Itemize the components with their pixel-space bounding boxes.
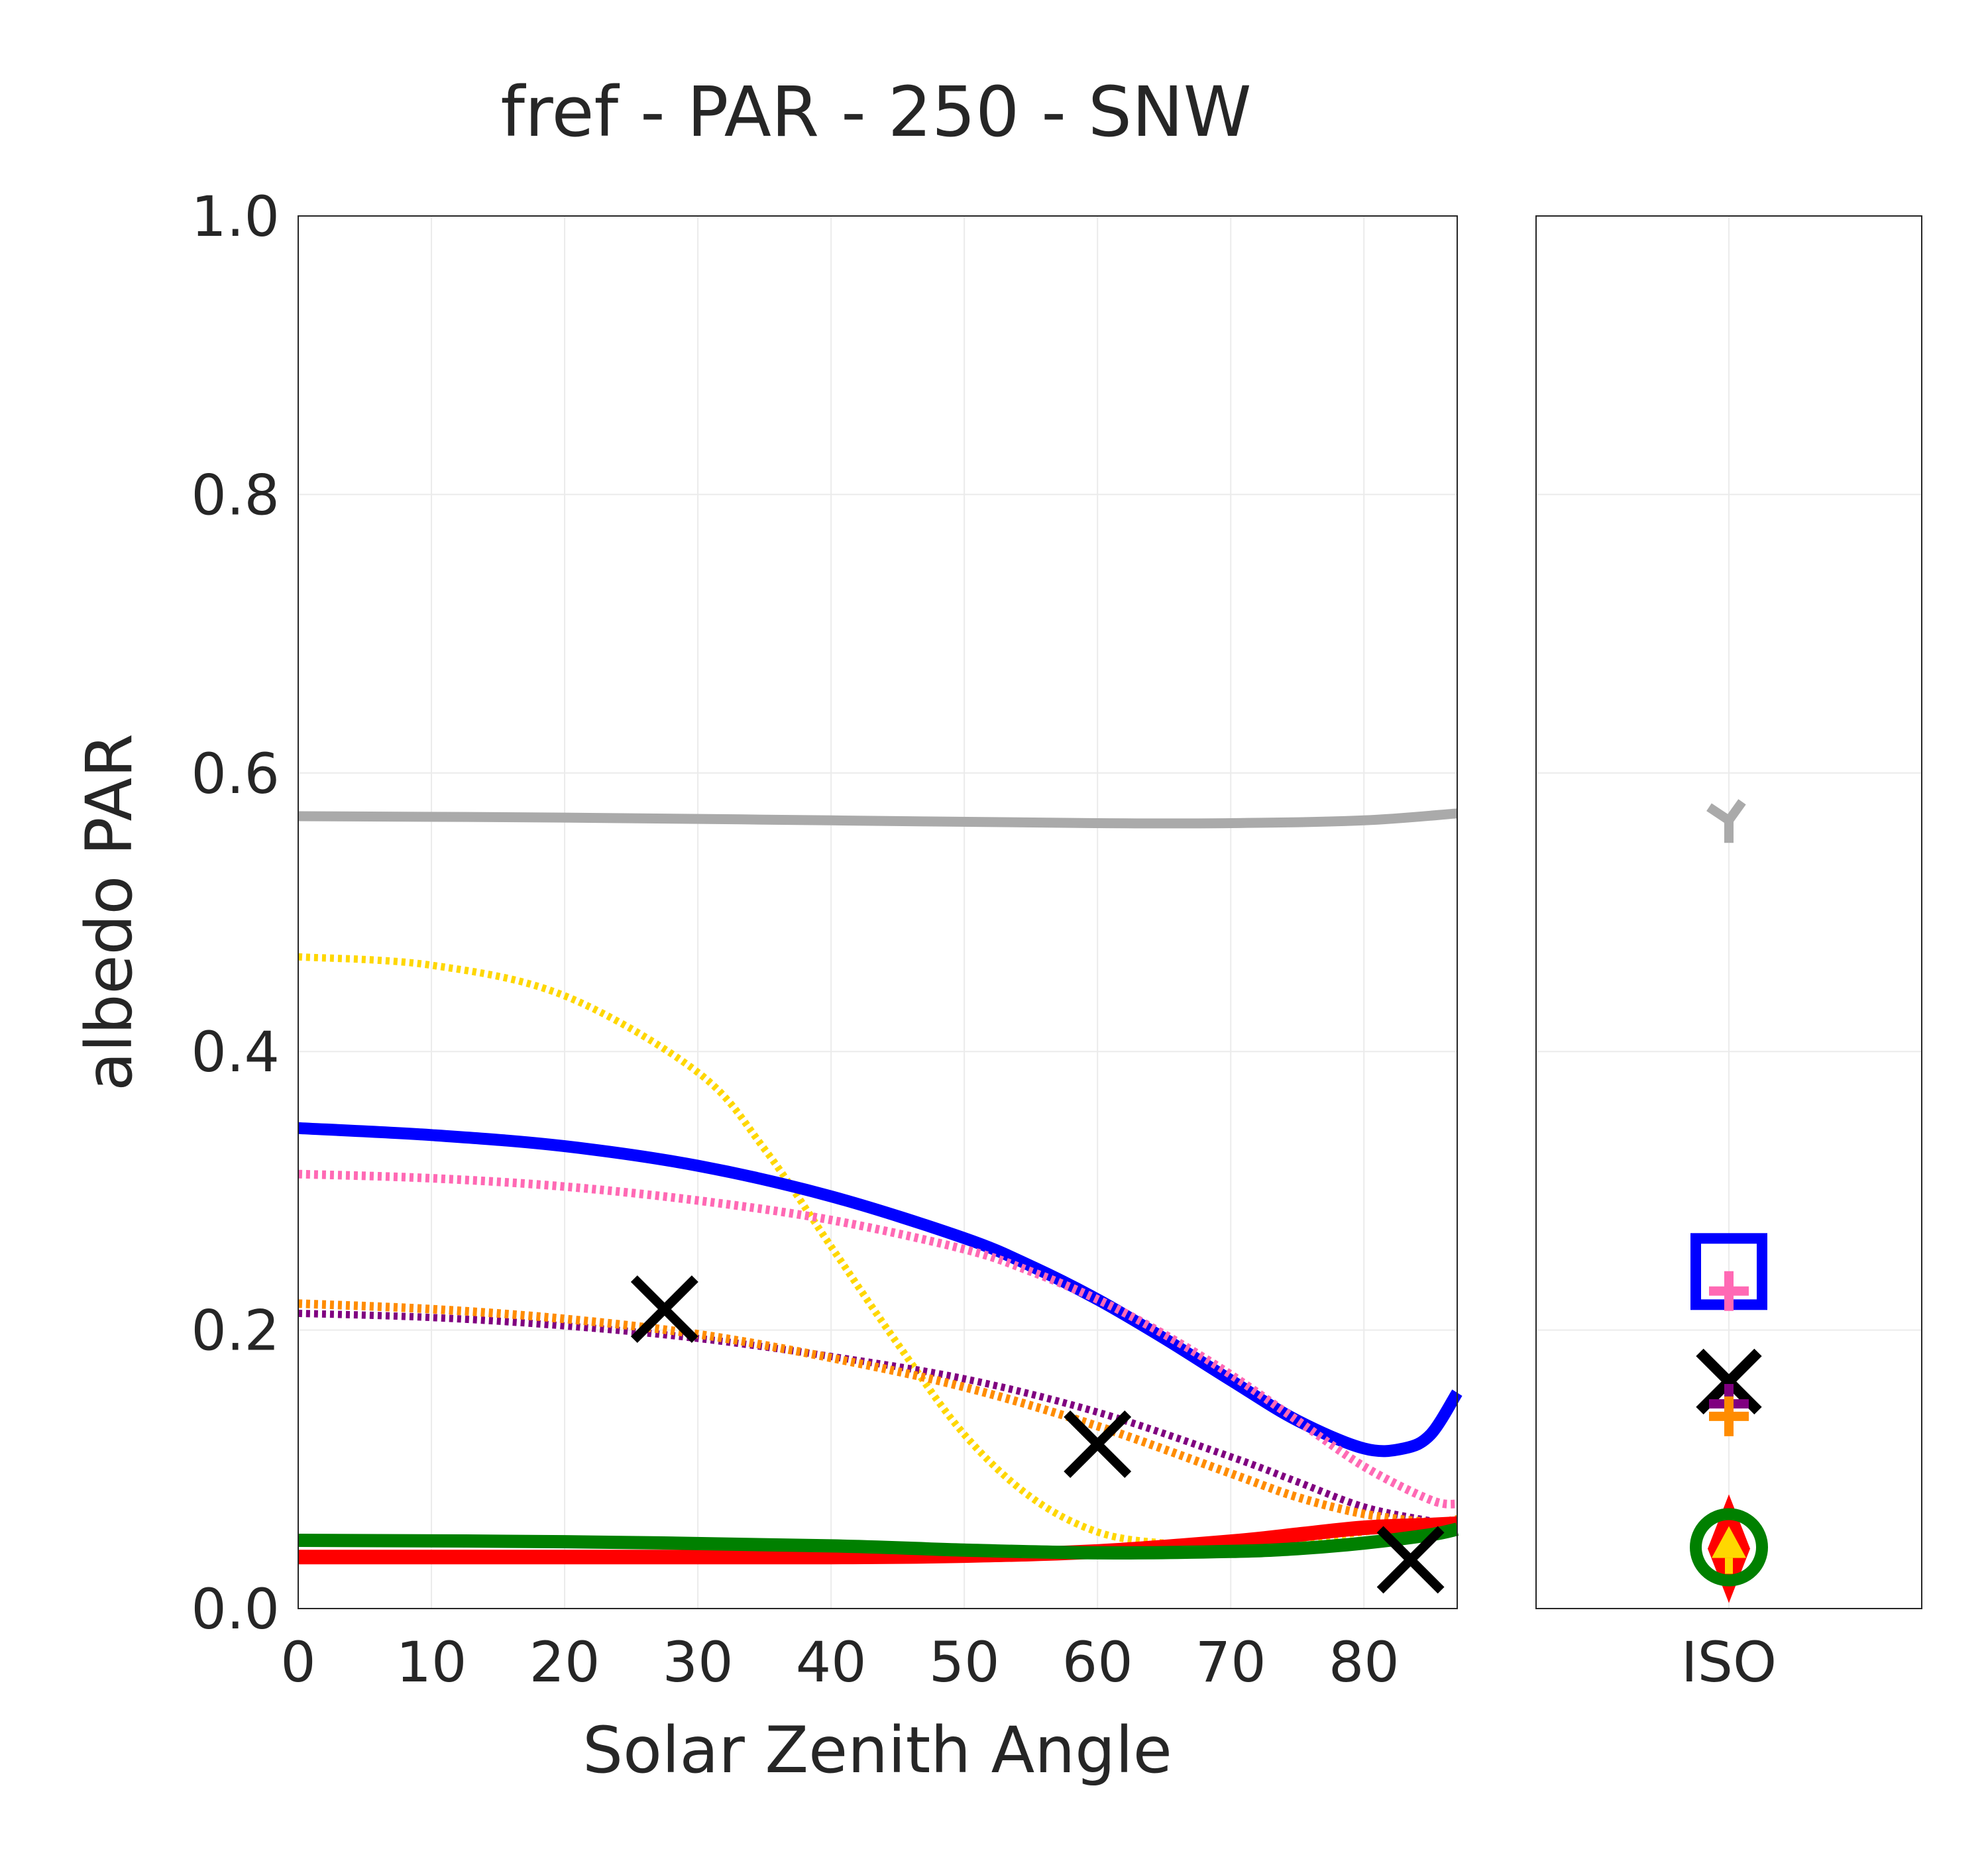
x-tick-label: 40	[796, 1630, 867, 1695]
series-line-4	[298, 1309, 1458, 1526]
chart-title: fref - PAR - 250 - SNW	[500, 72, 1251, 152]
x-marker-group	[630, 1275, 1445, 1594]
y-tick-label: 0.6	[191, 741, 280, 806]
x-tick-label: 10	[396, 1630, 467, 1695]
main-plot-background	[298, 216, 1457, 1609]
x-tick-label: 80	[1329, 1630, 1400, 1695]
series-line-0	[298, 808, 1458, 829]
x-tick-labels: 0 10 20 30 40 50 60 70 80	[280, 1630, 1399, 1695]
main-grid	[298, 215, 1457, 1609]
y-tick-labels: 0.0 0.2 0.4 0.6 0.8 1.0	[191, 184, 280, 1642]
iso-marker-group	[1690, 799, 1768, 1603]
iso-marker-tri_up	[1712, 1526, 1746, 1558]
y-tick-label: 0.2	[191, 1298, 280, 1363]
x-tick-label: 70	[1195, 1630, 1266, 1695]
series-line-2	[298, 1122, 1463, 1458]
x-marker	[630, 1275, 698, 1344]
y-tick-label: 0.8	[191, 462, 280, 527]
iso-panel-frame	[1535, 215, 1922, 1609]
y-axis-label: albedo PAR	[72, 733, 146, 1091]
iso-tick-label: ISO	[1681, 1630, 1777, 1695]
iso-marker-tri_down	[1706, 799, 1746, 843]
iso-panel: ISO	[1535, 215, 1922, 1695]
iso-marker-circle	[1690, 1508, 1768, 1587]
x-tick-label: 30	[663, 1630, 734, 1695]
x-marker	[1064, 1410, 1132, 1478]
main-plot-frame	[298, 215, 1458, 1609]
series-group	[298, 808, 1463, 1565]
y-tick-label: 0.4	[191, 1020, 280, 1085]
x-tick-label: 60	[1062, 1630, 1133, 1695]
y-tick-label: 1.0	[191, 184, 280, 249]
series-line-7	[298, 1522, 1459, 1560]
iso-marker-plus	[1709, 1396, 1749, 1436]
x-tick-label: 0	[280, 1630, 315, 1695]
x-marker	[1376, 1526, 1445, 1594]
series-line-5	[298, 1299, 1459, 1527]
series-line-3	[298, 1169, 1458, 1509]
x-axis-label: Solar Zenith Angle	[582, 1713, 1172, 1787]
y-tick-label: 0.0	[191, 1577, 280, 1642]
x-tick-label: 50	[929, 1630, 1000, 1695]
x-tick-label: 20	[529, 1630, 600, 1695]
iso-marker-plus	[1709, 1271, 1749, 1311]
main-plot-area: 0 10 20 30 40 50 60 70 80 0.0 0.2 0.4 0.6 0.8 1.0	[191, 184, 1463, 1695]
